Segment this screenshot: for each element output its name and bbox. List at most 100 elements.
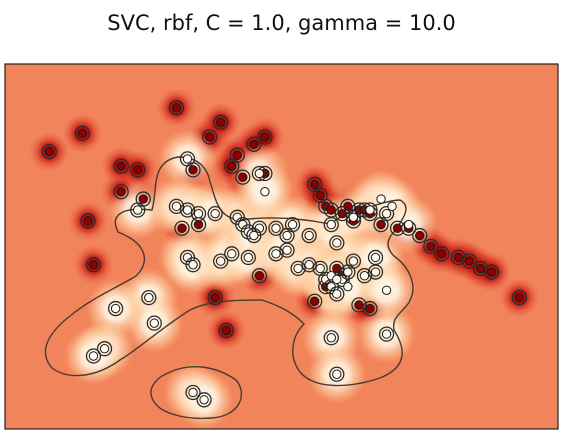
support-vector-ring	[356, 268, 373, 284]
point-light	[381, 285, 392, 295]
support-vector-ring	[351, 297, 367, 313]
support-vector-ring	[190, 205, 207, 222]
point-dark	[309, 179, 320, 190]
point-light	[287, 219, 298, 230]
support-vector-ring	[329, 235, 345, 251]
point-light	[387, 201, 397, 212]
point-dark	[221, 325, 231, 336]
support-vector-ring	[41, 143, 57, 160]
point-dark	[309, 296, 320, 306]
point-dark	[88, 260, 99, 270]
point-light	[182, 205, 193, 215]
point-dark	[171, 103, 182, 113]
support-vector-ring	[224, 246, 240, 262]
support-vector-ring	[329, 286, 345, 302]
point-dark	[354, 300, 364, 310]
support-vector-ring	[257, 129, 273, 145]
support-vector-ring	[196, 392, 212, 408]
point-light	[249, 230, 259, 241]
support-vector-ring	[434, 246, 450, 262]
support-vector-ring	[251, 268, 268, 284]
point-light	[260, 187, 270, 197]
scatter-points	[41, 100, 527, 408]
support-vector-ring	[179, 202, 196, 218]
point-dark	[315, 190, 325, 201]
point-dark	[254, 271, 265, 281]
point-dark	[392, 223, 403, 233]
point-dark	[260, 132, 270, 142]
support-vector-ring	[378, 205, 395, 222]
decision-contour-island	[150, 366, 243, 420]
point-dark	[116, 161, 126, 171]
point-light	[254, 168, 265, 179]
point-dark	[210, 292, 220, 303]
point-light	[304, 260, 314, 270]
point-light	[171, 201, 182, 212]
chart-title: SVC, rbf, C = 1.0, gamma = 10.0	[107, 11, 455, 35]
support-vector-ring	[130, 162, 146, 178]
support-vector-ring	[284, 216, 301, 233]
support-vector-ring	[323, 216, 339, 233]
support-vector-ring	[345, 253, 362, 269]
point-dark	[343, 201, 353, 212]
support-vector-ring	[362, 300, 378, 317]
point-light	[88, 351, 99, 361]
support-vector-ring	[174, 220, 190, 236]
point-light	[332, 274, 342, 285]
support-vector-ring	[201, 129, 218, 145]
point-dark	[177, 223, 187, 233]
support-vector-ring	[96, 341, 113, 357]
point-light	[182, 154, 193, 164]
point-dark	[193, 219, 204, 230]
support-vector-ring	[240, 249, 256, 266]
point-light	[293, 263, 303, 274]
support-vector-ring	[378, 326, 395, 342]
point-dark	[486, 267, 497, 277]
support-vector-ring	[168, 100, 185, 116]
point-light	[133, 205, 143, 215]
point-light	[271, 249, 281, 259]
support-vector-ring	[423, 238, 439, 255]
point-dark	[249, 139, 259, 150]
point-dark	[426, 241, 436, 252]
support-vector-ring	[185, 384, 201, 401]
support-vector-ring	[367, 249, 384, 266]
point-dark	[83, 216, 93, 226]
point-dark	[365, 303, 375, 314]
point-dark	[77, 128, 88, 139]
support-vector-ring	[218, 322, 234, 339]
support-vector-ring	[279, 242, 295, 258]
point-dark	[415, 230, 425, 241]
support-vector-ring	[113, 184, 129, 200]
point-light	[210, 208, 220, 219]
point-dark	[326, 205, 336, 215]
point-light	[199, 395, 209, 405]
support-vector-ring	[113, 158, 129, 174]
point-light	[271, 223, 281, 233]
support-vector-ring	[362, 202, 378, 218]
point-light	[348, 256, 359, 266]
support-vector-ring	[74, 125, 91, 142]
point-light	[188, 260, 198, 270]
point-dark	[138, 194, 148, 204]
support-vector-ring	[483, 264, 500, 280]
support-vector-ring	[345, 209, 362, 225]
support-vector-ring	[301, 257, 317, 273]
point-dark	[133, 165, 143, 175]
point-dark	[376, 219, 386, 230]
support-vector-ring	[461, 253, 478, 269]
support-vector-ring	[168, 198, 185, 215]
point-light	[359, 271, 370, 281]
point-dark	[475, 263, 486, 274]
plot-frame	[4, 63, 559, 430]
point-dark	[464, 256, 475, 266]
point-light	[332, 369, 342, 379]
point-light	[315, 263, 325, 274]
support-vector-ring	[290, 260, 306, 277]
point-light	[381, 329, 392, 339]
point-dark	[215, 117, 226, 128]
support-vector-ring	[207, 289, 223, 306]
point-light	[188, 387, 198, 398]
point-dark	[204, 132, 215, 142]
support-vector-ring	[85, 257, 102, 273]
